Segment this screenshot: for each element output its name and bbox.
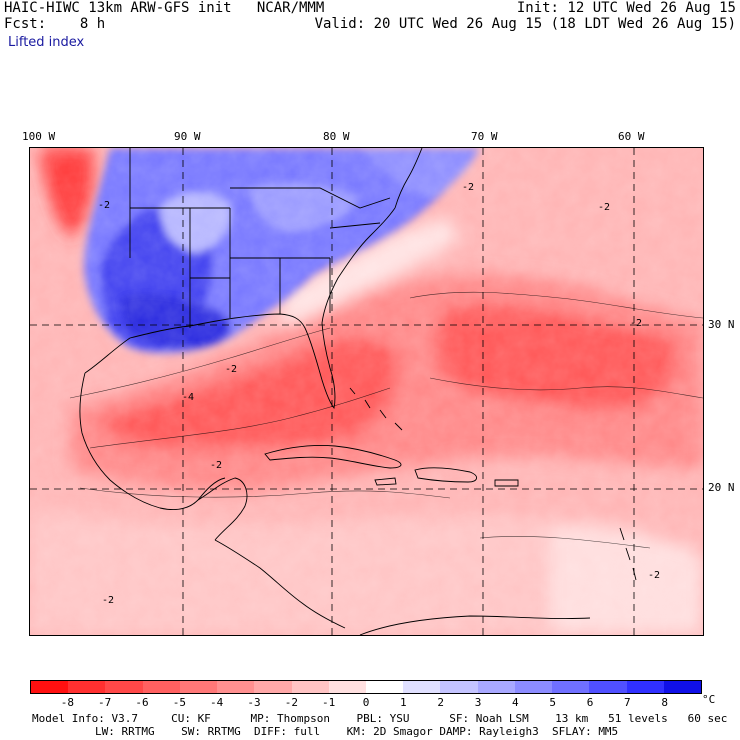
coastlines xyxy=(79,148,637,635)
colorbar-tick-label: -2 xyxy=(284,696,298,709)
colorbar-tick-label: 1 xyxy=(400,696,407,709)
colorbar-swatch xyxy=(365,681,404,693)
colorbar-tick-label: -1 xyxy=(322,696,336,709)
colorbar-swatch xyxy=(514,681,553,693)
colorbar-swatch xyxy=(105,681,143,693)
colorbar-tick-label: -6 xyxy=(135,696,149,709)
lon-label-90w: 90 W xyxy=(174,130,201,143)
colorbar-tick-label: 6 xyxy=(586,696,594,709)
contour-label: -2 xyxy=(98,200,110,211)
contour-label: -4 xyxy=(182,392,194,403)
model-info-line1: Model Info: V3.7 CU: KF MP: Thompson PBL… xyxy=(32,712,728,725)
colorbar-tick-label: 7 xyxy=(624,696,631,709)
contour-label: -2 xyxy=(210,460,222,471)
model-title: HAIC-HIWC 13km ARW-GFS init NCAR/MMM xyxy=(4,0,325,16)
lon-label-80w: 80 W xyxy=(323,130,350,143)
colorbar-tick-label: 8 xyxy=(661,696,668,709)
contour-label: -2 xyxy=(462,182,474,193)
colorbar-swatch xyxy=(142,681,180,693)
colorbar-swatch xyxy=(589,681,627,693)
colorbar-tick-label: 2 xyxy=(437,696,444,709)
contour-lines xyxy=(69,291,703,549)
colorbar-swatch xyxy=(626,681,664,693)
lat-label-30n: 30 N xyxy=(708,318,735,331)
contour-label: -2 xyxy=(102,595,114,606)
lon-label-100w: 100 W xyxy=(22,130,56,143)
colorbar-swatch xyxy=(291,681,329,693)
colorbar-swatch xyxy=(179,681,218,693)
colorbar-swatch xyxy=(217,681,255,693)
forecast-hour-label: Fcst: 8 h xyxy=(4,16,106,32)
colorbar-swatch xyxy=(403,681,441,693)
colorbar-tick-label: 3 xyxy=(474,696,482,709)
colorbar-tick-label: -7 xyxy=(98,696,112,709)
colorbar-tick-label: 0 xyxy=(362,696,370,709)
colorbar-swatch xyxy=(663,681,701,693)
init-time: Init: 12 UTC Wed 26 Aug 15 xyxy=(516,0,736,16)
contour-label: -2 xyxy=(630,318,642,329)
colorbar-swatch xyxy=(254,681,292,693)
colorbar-tick-label: 4 xyxy=(512,696,519,709)
contour-label: -2 xyxy=(225,364,237,375)
colorbar-tick-label: -8 xyxy=(60,696,74,709)
contour-label: -2 xyxy=(598,202,610,213)
lifted-index-map: -2 -2 -2 -2 -4 -2 -2 -2 -2 xyxy=(29,147,704,636)
colorbar-tick-label: -3 xyxy=(247,696,261,709)
colorbar-tick-label: 5 xyxy=(549,696,556,709)
field-name: Lifted index xyxy=(8,35,85,50)
lat-lon-grid xyxy=(30,148,703,635)
contour-label: -2 xyxy=(648,570,660,581)
lat-label-20n: 20 N xyxy=(708,481,735,494)
colorbar-tick-label: -4 xyxy=(210,696,224,709)
colorbar-swatch xyxy=(552,681,590,693)
colorbar-swatch xyxy=(31,681,69,693)
colorbar xyxy=(30,680,702,694)
colorbar-tick-label: -5 xyxy=(172,696,186,709)
lon-label-70w: 70 W xyxy=(471,130,498,143)
model-info-line2: LW: RRTMG SW: RRTMG DIFF: full KM: 2D Sm… xyxy=(95,725,619,738)
valid-time: Valid: 20 UTC Wed 26 Aug 15 (18 LDT Wed … xyxy=(314,16,736,32)
lon-label-60w: 60 W xyxy=(618,130,645,143)
colorbar-unit: °C xyxy=(702,693,716,706)
colorbar-swatch xyxy=(68,681,106,693)
colorbar-swatch xyxy=(477,681,515,693)
colorbar-swatch xyxy=(328,681,366,693)
colorbar-swatch xyxy=(440,681,478,693)
